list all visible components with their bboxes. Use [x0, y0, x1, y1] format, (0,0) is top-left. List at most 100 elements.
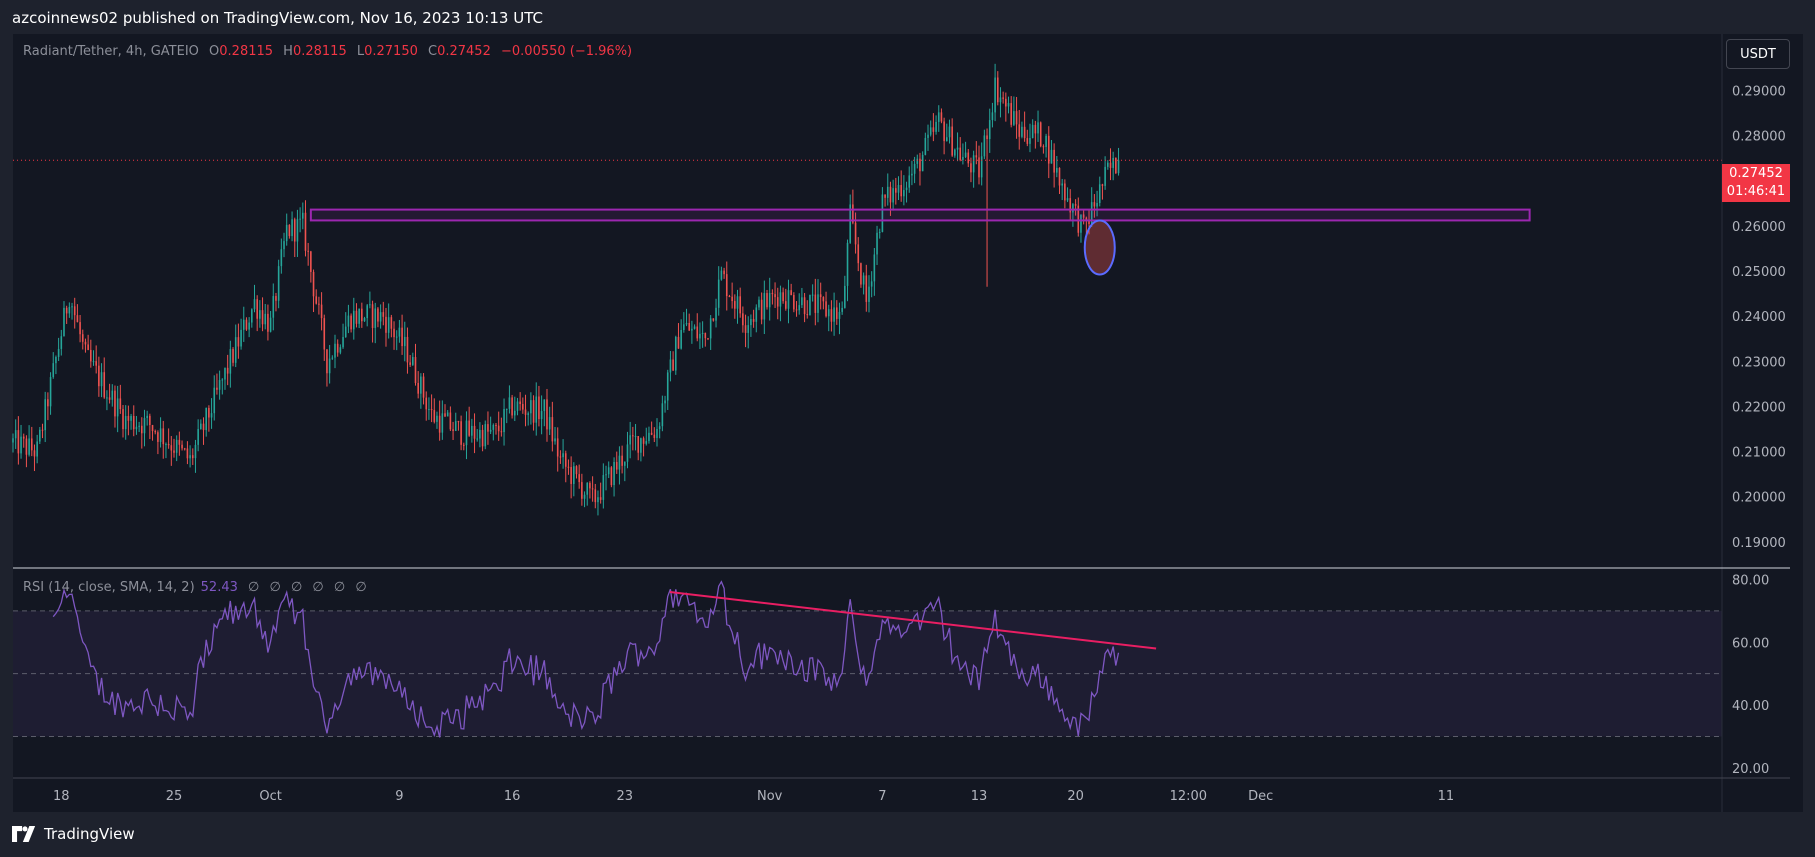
candle-body — [648, 432, 650, 442]
candle-body — [980, 156, 983, 178]
candle-body — [1077, 205, 1080, 233]
candle-body — [385, 316, 387, 333]
candle-body — [339, 347, 342, 353]
candle-body — [1021, 126, 1023, 137]
candle-body — [750, 319, 752, 326]
candle-body — [119, 398, 122, 410]
candle-body — [760, 299, 763, 320]
candle-body — [476, 438, 479, 440]
symbol-name[interactable]: Radiant/Tether, 4h, GATEIO — [23, 44, 199, 59]
candle-body — [642, 438, 645, 444]
candle-body — [709, 318, 712, 339]
candle-body — [358, 308, 360, 324]
candle-body — [929, 127, 932, 135]
candle-body — [73, 306, 76, 316]
candle-body — [774, 294, 776, 298]
rsi-placeholder: ∅ — [355, 580, 367, 595]
time-tick-label: 13 — [971, 789, 988, 804]
candle-body — [259, 310, 261, 319]
candle-body — [312, 271, 315, 297]
time-tick-label: Dec — [1248, 789, 1273, 804]
close-label: C — [428, 44, 438, 59]
candle-body — [1069, 198, 1072, 213]
candle-body — [63, 307, 65, 337]
candle-body — [369, 304, 371, 306]
candle-body — [1005, 98, 1007, 107]
candle-body — [758, 299, 760, 308]
symbol-legend[interactable]: Radiant/Tether, 4h, GATEIO O0.28115 H0.2… — [23, 44, 632, 59]
candle-body — [484, 424, 487, 447]
candle-body — [782, 292, 784, 302]
candle-body — [554, 438, 556, 442]
candle-body — [817, 294, 819, 313]
candle-body — [165, 443, 167, 445]
candle-body — [352, 310, 355, 330]
candle-body — [693, 326, 696, 329]
candle-body — [444, 413, 446, 417]
candle-body — [897, 185, 900, 193]
candle-body — [532, 400, 535, 423]
candle-body — [403, 336, 406, 347]
candle-body — [927, 134, 929, 138]
candle-body — [1010, 103, 1013, 125]
candle-body — [975, 155, 978, 158]
candle-body — [479, 429, 481, 439]
candle-body — [84, 341, 87, 345]
candle-body — [503, 409, 505, 433]
price-tick-label: 0.25000 — [1732, 265, 1786, 280]
candle-body — [52, 363, 55, 378]
candle-body — [567, 466, 570, 468]
candle-body — [328, 358, 331, 374]
candle-body — [237, 337, 240, 347]
candle-body — [688, 322, 691, 331]
candle-body — [615, 462, 618, 470]
candle-body — [33, 450, 36, 457]
candle-body — [283, 241, 285, 250]
candle-body — [640, 438, 642, 453]
rsi-legend[interactable]: RSI (14, close, SMA, 14, 2) 52.43 ∅ ∅ ∅ ∅… — [23, 580, 367, 595]
candle-body — [462, 444, 465, 446]
candle-body — [344, 326, 347, 338]
candle-body — [535, 396, 538, 423]
candle-body — [895, 188, 897, 193]
candle-body — [886, 186, 889, 198]
candle-body — [1098, 184, 1101, 203]
rsi-tick-label: 40.00 — [1732, 699, 1769, 714]
candle-body — [725, 274, 728, 297]
candle-body — [465, 420, 468, 446]
candle-body — [299, 218, 301, 220]
candle-body — [417, 382, 419, 394]
candle-body — [742, 313, 744, 326]
footer-brand[interactable]: TradingView — [12, 825, 135, 843]
price-tick-label: 0.29000 — [1732, 84, 1786, 99]
candle-body — [221, 379, 224, 381]
chart-frame[interactable] — [13, 34, 1803, 812]
candle-body — [943, 121, 945, 142]
currency-button[interactable]: USDT — [1726, 39, 1790, 69]
candle-body — [452, 429, 454, 431]
candle-body — [229, 349, 232, 374]
candle-body — [149, 415, 151, 426]
candle-body — [685, 322, 688, 325]
candle-body — [310, 251, 312, 272]
time-tick-label: 25 — [166, 789, 183, 804]
rsi-label[interactable]: RSI (14, close, SMA, 14, 2) — [23, 580, 195, 595]
candle-body — [135, 426, 138, 430]
candle-body — [218, 380, 221, 390]
open-label: O — [209, 44, 220, 59]
price-tick-label: 0.21000 — [1732, 446, 1786, 461]
candle-body — [720, 270, 723, 280]
candle-body — [744, 325, 747, 333]
candle-body — [226, 367, 229, 374]
candle-body — [1090, 202, 1093, 225]
candle-body — [269, 317, 272, 332]
candle-body — [1072, 204, 1074, 213]
time-tick-label: 12:00 — [1170, 789, 1207, 804]
candle-body — [551, 417, 554, 442]
candle-body — [253, 299, 256, 310]
last-price-value: 0.27452 — [1729, 166, 1783, 181]
candle-body — [473, 425, 476, 439]
candle-body — [637, 436, 640, 453]
